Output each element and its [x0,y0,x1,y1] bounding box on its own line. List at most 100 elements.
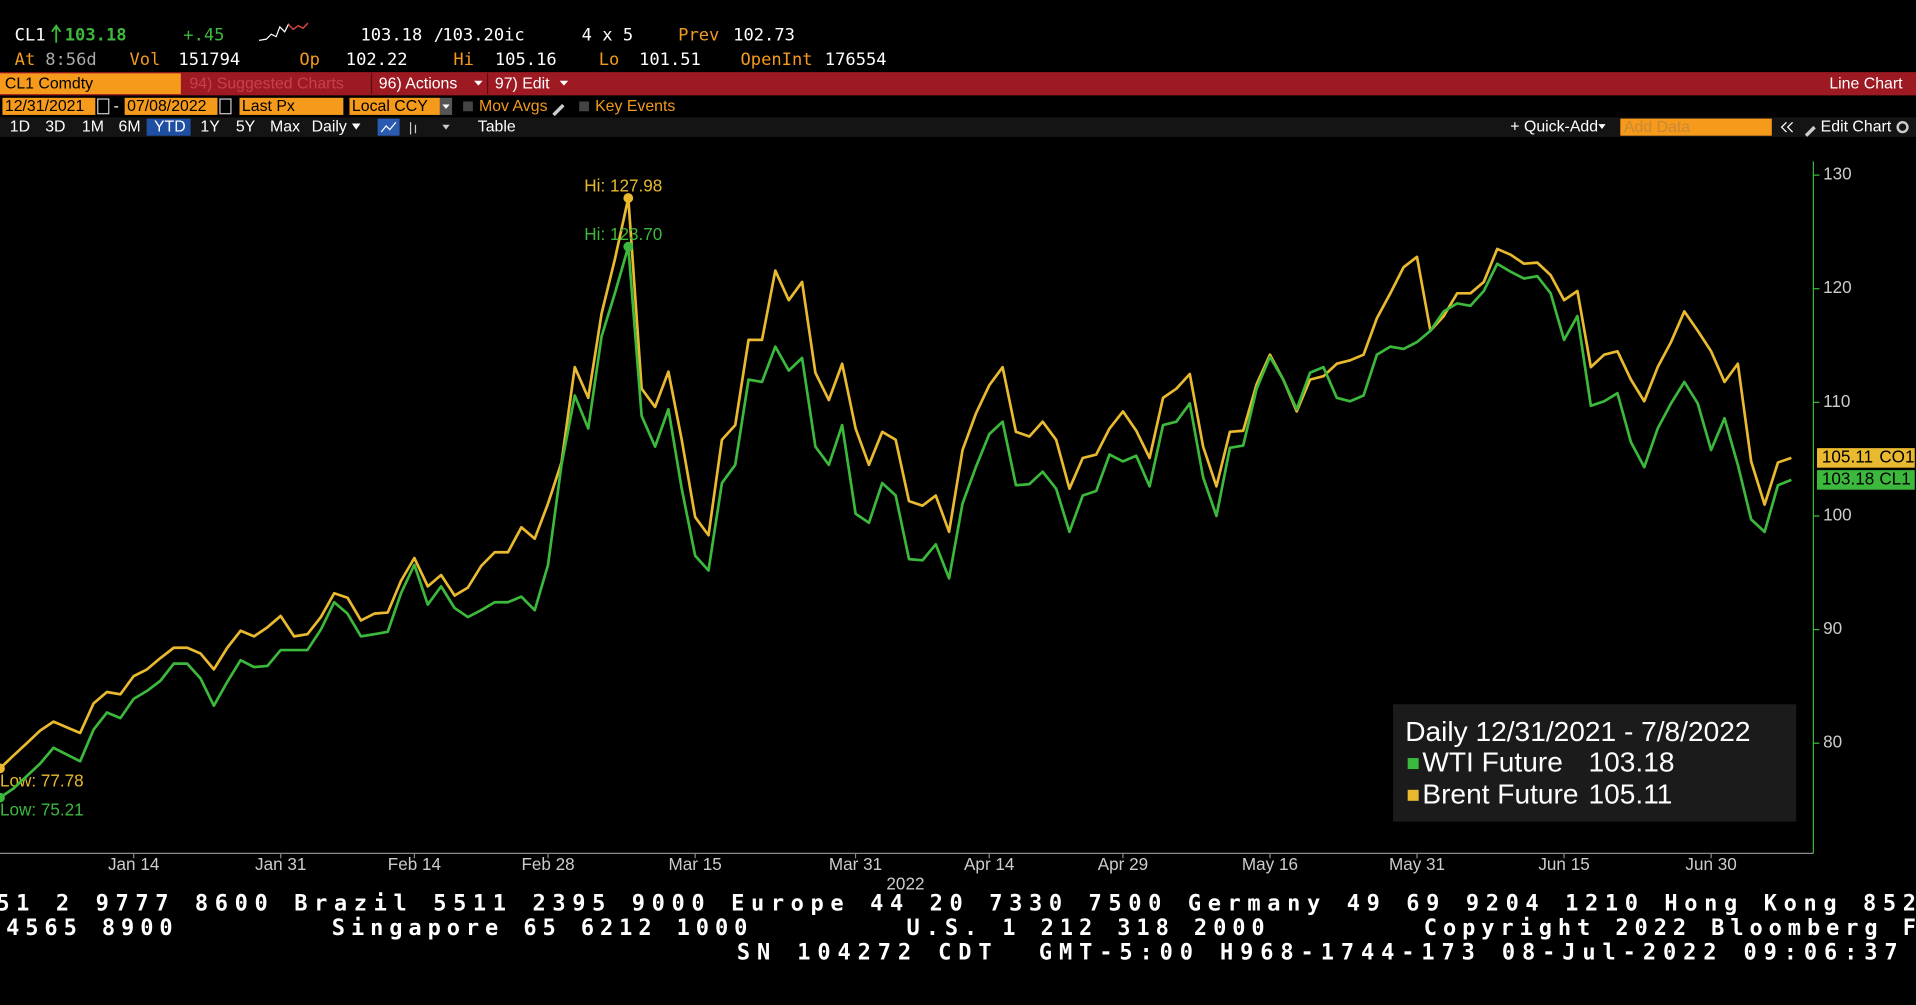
ticker: CL1 [15,25,46,45]
price-tag [1817,470,1915,490]
x-axis-year: 2022 [886,875,924,894]
dropdown-arrow [442,124,450,130]
bar-icon[interactable] [409,122,417,135]
calendar-icon[interactable] [97,98,110,115]
time-label: At [15,50,36,70]
period-button[interactable]: 1Y [200,118,220,135]
high-annotation: Hi: 123.70 [584,225,662,244]
period-button[interactable]: Max [270,118,300,135]
x-tick-label: May 31 [1389,855,1445,874]
frequency[interactable]: Daily [312,118,347,135]
bid: 103.18 [360,25,422,45]
period-active [146,118,191,136]
pencil-icon[interactable] [552,103,565,117]
pencil-icon [1804,125,1816,137]
last-price: 103.18 [65,25,127,45]
y-tick-label: 120 [1823,278,1852,297]
dropdown-arrow [559,80,569,86]
open-label: Op [299,50,320,70]
low-value: 101.51 [639,50,701,70]
dropdown-arrow [1598,124,1606,129]
legend-value: 105.11 [1589,778,1673,809]
chart-type: Line Chart [1829,76,1903,93]
add-data-field[interactable] [1620,118,1772,136]
price-tag-value: 105.11 [1822,447,1873,466]
series-line [0,245,1792,799]
x-tick-label: Apr 29 [1098,855,1148,874]
x-tick-label: Mar 31 [829,855,882,874]
period-button[interactable]: 1D [10,118,30,135]
suggested-charts[interactable]: 94) Suggested Charts [189,76,343,93]
field-selector[interactable] [239,97,344,115]
x-tick-label: Jan 14 [108,855,160,874]
actions-menu[interactable]: 96) Actions [379,76,458,93]
price-tag [1817,448,1915,468]
legend-label: WTI Future [1422,747,1563,778]
date-dash: - [114,98,119,115]
quick-add[interactable]: + Quick-Add [1510,118,1598,135]
security-field[interactable] [0,73,181,95]
end-date-field[interactable] [124,97,218,115]
edit-menu[interactable]: 97) Edit [495,76,550,93]
collapse-icon[interactable] [1780,121,1794,133]
y-tick-label: 90 [1823,619,1842,638]
vol-label: Vol [130,50,161,70]
high-value: 105.16 [495,50,557,70]
toolbar [0,117,1916,137]
x-tick-label: Apr 14 [964,855,1015,874]
key-events[interactable]: Key Events [595,98,675,115]
table-button[interactable]: Table [478,118,516,135]
high-label: Hi [453,50,474,70]
dropdown-arrow [351,123,361,130]
low-marker [0,792,5,803]
mov-avgs[interactable]: Mov Avgs [479,98,548,115]
line-chart: 2022 80 90 100 110 120 130 Jan 14 Jan 31 Feb 14 F… [0,161,1915,894]
low-label: Lo [599,50,620,70]
edit-chart[interactable]: Edit Chart [1821,118,1892,135]
high-marker [623,193,634,203]
add-data-placeholder: Add Data [1624,119,1690,136]
size: 4 x 5 [582,25,634,45]
prev-value: 102.73 [733,25,795,45]
sparkline-icon-tail [287,22,309,31]
checkbox[interactable] [579,101,589,112]
calendar-icon[interactable] [219,98,232,115]
x-tick-label: Feb 28 [521,855,574,874]
prev-label: Prev [678,25,719,45]
y-tick-label: 100 [1823,505,1852,524]
period-button[interactable]: 6M [119,118,141,135]
period-button[interactable]: 5Y [236,118,256,135]
x-tick-label: May 16 [1242,855,1298,874]
open-interest-value: 176554 [825,50,887,70]
checkbox[interactable] [463,101,473,112]
time-value: 8:56d [45,50,97,70]
price-tag-ticker: CO1 [1879,447,1914,466]
low-marker [0,763,5,774]
dropdown-arrow [474,80,483,86]
settings-icon[interactable] [1896,121,1909,134]
high-annotation: Hi: 127.98 [584,177,662,196]
period-button[interactable]: 1M [82,118,104,135]
period-button[interactable]: 3D [45,118,65,135]
x-tick-label: Jun 15 [1538,855,1589,874]
x-tick-label: Feb 14 [388,855,442,874]
end-date: 07/08/2022 [127,98,207,115]
period-button[interactable]: YTD [154,118,186,135]
currency-selector[interactable] [349,97,440,115]
up-arrow-icon [51,24,62,43]
low-annotation: Low: 77.78 [0,771,84,790]
start-date: 12/31/2021 [5,98,85,115]
line-icon [380,121,397,133]
y-tick-label: 80 [1823,733,1842,752]
high-marker [623,241,634,252]
bid-ask-separator: / [434,25,444,45]
open-value: 102.22 [346,50,408,70]
footer-line: 51 2 9777 8600 Brazil 5511 2395 9000 Eur… [0,892,1916,917]
line-chart-button[interactable] [377,118,400,136]
legend-value: 103.18 [1589,747,1675,778]
price-tag-ticker: CL1 [1879,469,1910,488]
start-date-field[interactable] [2,97,96,115]
x-tick-label: Mar 15 [669,855,722,874]
